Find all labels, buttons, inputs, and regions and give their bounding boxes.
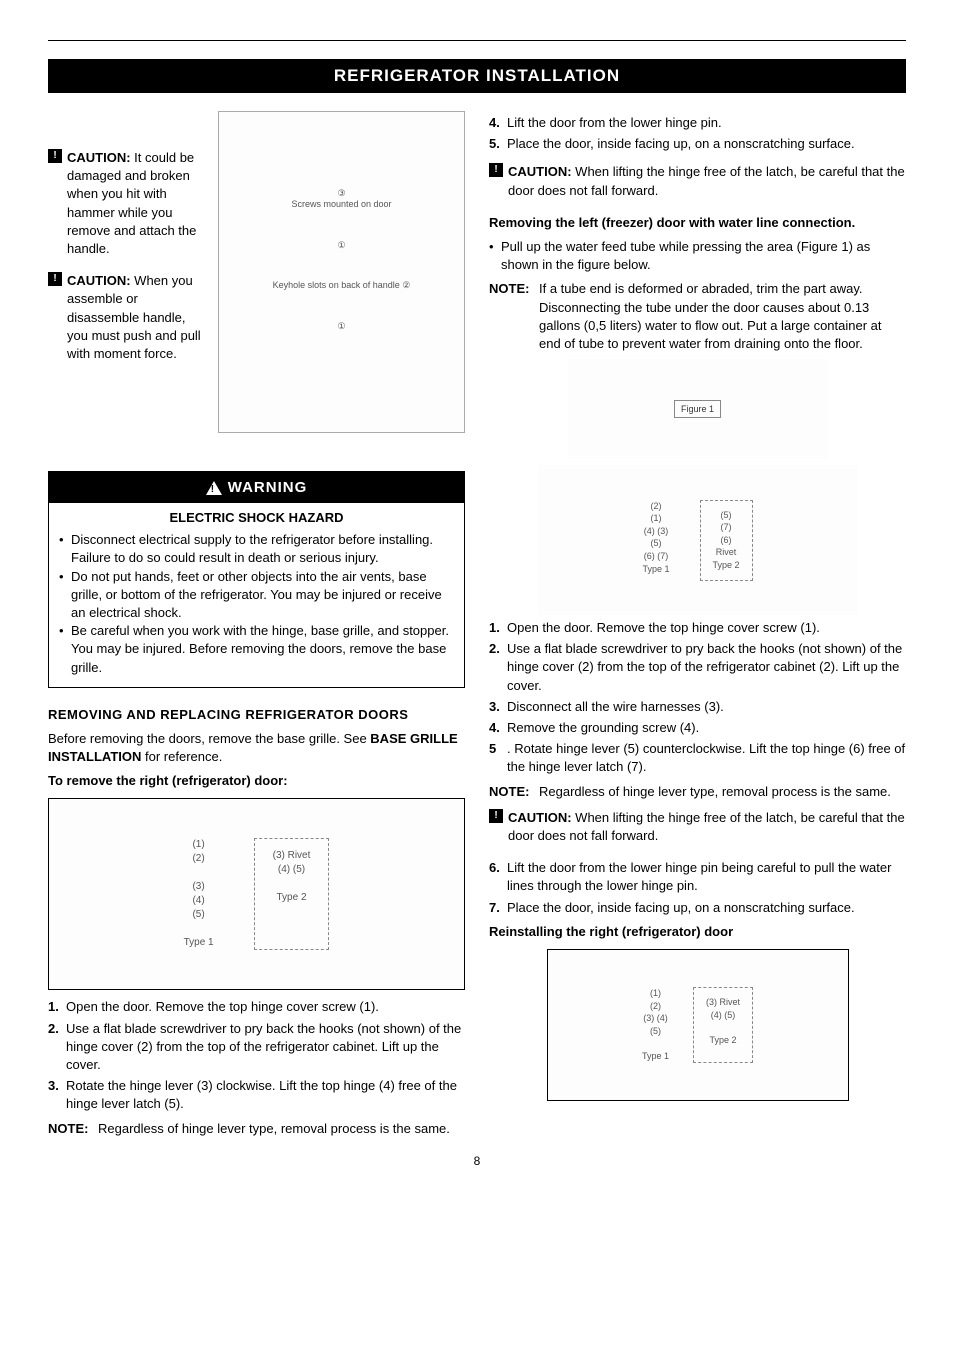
sub-heading: Removing the left (freezer) door with wa… (489, 214, 906, 232)
list-item: 6.Lift the door from the lower hinge pin… (489, 859, 906, 895)
caution-1: ! CAUTION: It could be damaged and broke… (48, 149, 208, 258)
warning-body: ELECTRIC SHOCK HAZARD •Disconnect electr… (49, 503, 464, 687)
warning-subhead: ELECTRIC SHOCK HAZARD (59, 509, 454, 527)
list-item: 4.Remove the grounding screw (4). (489, 719, 906, 737)
warning-bullet: •Be careful when you work with the hinge… (59, 622, 454, 677)
hinge-diagram-left-door: (2)(1)(4) (3)(5)(6) (7)Type 1 (5)(7)(6)R… (538, 465, 858, 615)
caution-plus-diagram: ! CAUTION: It could be damaged and broke… (48, 111, 465, 433)
list-item: 1.Open the door. Remove the top hinge co… (489, 619, 906, 637)
reinstall-diagram: (1)(2)(3) (4)(5)Type 1 (3) Rivet(4) (5)T… (547, 949, 849, 1101)
handle-diagram: ③Screws mounted on door ① Keyhole slots … (218, 111, 465, 433)
bullet-item: •Pull up the water feed tube while press… (489, 238, 906, 274)
caution-2-text: CAUTION: When you assemble or disassembl… (65, 272, 208, 363)
warning-triangle-icon (206, 481, 222, 495)
warning-icon: ! (489, 809, 503, 823)
sub-heading: To remove the right (refrigerator) door: (48, 772, 465, 790)
caution: ! CAUTION: When lifting the hinge free o… (489, 809, 906, 845)
caution-body: It could be damaged and broken when you … (67, 150, 196, 256)
caution-lead: CAUTION: (67, 273, 131, 288)
caution-text: CAUTION: When lifting the hinge free of … (506, 163, 906, 199)
caution-stack: ! CAUTION: It could be damaged and broke… (48, 111, 208, 433)
list-item: 2.Use a flat blade screwdriver to pry ba… (489, 640, 906, 695)
intro-paragraph: Before removing the doors, remove the ba… (48, 730, 465, 766)
sub-heading: Reinstalling the right (refrigerator) do… (489, 923, 906, 941)
list-item: 4.Lift the door from the lower hinge pin… (489, 114, 906, 132)
caution-text: CAUTION: When lifting the hinge free of … (506, 809, 906, 845)
list-item: 5.Place the door, inside facing up, on a… (489, 135, 906, 153)
right-column: 4.Lift the door from the lower hinge pin… (489, 111, 906, 1144)
warning-header: WARNING (49, 472, 464, 503)
warning-icon: ! (489, 163, 503, 177)
list-item: 5. Rotate hinge lever (5) counterclockwi… (489, 740, 906, 776)
warning-bullet: •Do not put hands, feet or other objects… (59, 568, 454, 623)
two-column-layout: ! CAUTION: It could be damaged and broke… (48, 111, 906, 1144)
caution-2: ! CAUTION: When you assemble or disassem… (48, 272, 208, 363)
hinge-diagram-right-door: (1)(2)(3)(4)(5)Type 1 (3) Rivet(4) (5)Ty… (48, 798, 465, 990)
list-item: 3.Disconnect all the wire harnesses (3). (489, 698, 906, 716)
list-item: 2.Use a flat blade screwdriver to pry ba… (48, 1020, 465, 1075)
list-item: 3.Rotate the hinge lever (3) clockwise. … (48, 1077, 465, 1113)
left-column: ! CAUTION: It could be damaged and broke… (48, 111, 465, 1144)
caution-lead: CAUTION: (67, 150, 131, 165)
section-title-band: REFRIGERATOR INSTALLATION (48, 59, 906, 93)
note: NOTE: Regardless of hinge lever type, re… (48, 1120, 465, 1138)
note: NOTE: Regardless of hinge lever type, re… (489, 783, 906, 801)
warning-bullet: •Disconnect electrical supply to the ref… (59, 531, 454, 567)
page-number: 8 (48, 1154, 906, 1168)
section-heading: REMOVING AND REPLACING REFRIGERATOR DOOR… (48, 706, 465, 724)
note: NOTE: If a tube end is deformed or abrad… (489, 280, 906, 353)
caution: ! CAUTION: When lifting the hinge free o… (489, 163, 906, 199)
warning-icon: ! (48, 272, 62, 286)
list-item: 7.Place the door, inside facing up, on a… (489, 899, 906, 917)
page: REFRIGERATOR INSTALLATION ! CAUTION: It … (0, 0, 954, 1188)
top-rule (48, 40, 906, 41)
warning-box: WARNING ELECTRIC SHOCK HAZARD •Disconnec… (48, 471, 465, 688)
list-item: 1.Open the door. Remove the top hinge co… (48, 998, 465, 1016)
warning-icon: ! (48, 149, 62, 163)
water-tube-diagram: Figure 1 (568, 359, 828, 459)
caution-1-text: CAUTION: It could be damaged and broken … (65, 149, 208, 258)
